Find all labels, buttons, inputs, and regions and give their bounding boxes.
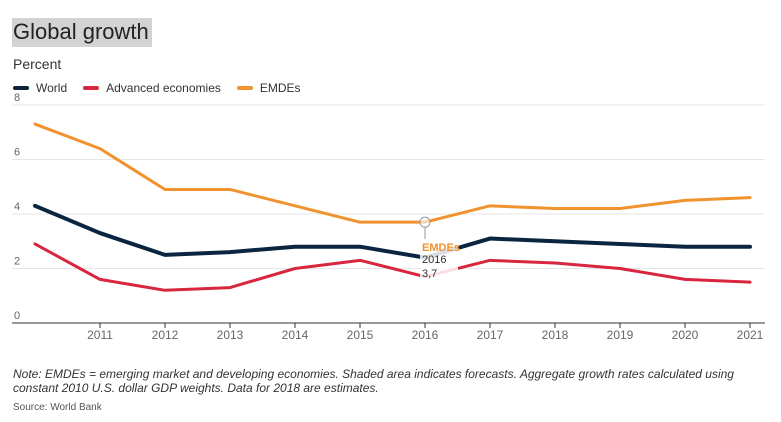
- y-tick-label: 0: [14, 310, 20, 322]
- y-tick-label: 8: [14, 92, 20, 104]
- x-tick-label: 2011: [87, 328, 113, 342]
- x-tick-label: 2013: [217, 328, 244, 342]
- legend-item-world[interactable]: World: [13, 81, 67, 95]
- legend-label-advanced: Advanced economies: [106, 81, 221, 95]
- x-tick-label: 2019: [607, 328, 634, 342]
- x-tick-label: 2012: [152, 328, 179, 342]
- tooltip-marker: [419, 216, 431, 228]
- y-tick-label: 2: [14, 256, 20, 268]
- y-tick-label: 4: [14, 201, 20, 213]
- x-tick-label: 2015: [347, 328, 374, 342]
- legend-swatch-emdes: [236, 86, 253, 90]
- x-tick-label: 2021: [737, 328, 764, 342]
- tooltip-box: [420, 239, 458, 282]
- series-line-advanced: [33, 242, 752, 292]
- legend-label-world: World: [36, 81, 68, 95]
- chart-note: Note: EMDEs = emerging market and develo…: [13, 367, 734, 395]
- chart-title: Global growth: [12, 18, 152, 47]
- x-tick-label: 2020: [672, 328, 699, 342]
- x-tick-label: 2018: [542, 328, 569, 342]
- chart-subtitle: Percent: [13, 56, 62, 72]
- legend-swatch-advanced: [83, 86, 100, 90]
- chart-source: Source: World Bank: [13, 402, 102, 413]
- y-tick-label: 6: [14, 147, 20, 159]
- line-chart: 0 2 4 6 8 2011 2012 2013 2014 2015 2016 2017 2018 201…: [12, 92, 765, 342]
- legend-swatch-world: [13, 86, 29, 90]
- legend: World Advanced economies EMDEs: [13, 81, 317, 95]
- x-tick-label: 2016: [412, 328, 439, 342]
- tooltip-value-label: 3,7: [422, 268, 437, 280]
- x-tick-label: 2017: [477, 328, 504, 342]
- x-tick-label: 2014: [282, 328, 309, 342]
- legend-item-emdes[interactable]: EMDEs: [236, 81, 301, 95]
- series-line-world: [33, 203, 752, 260]
- legend-item-advanced[interactable]: Advanced economies: [83, 81, 221, 95]
- series-line-emdes: [33, 122, 752, 224]
- tooltip-year-label: 2016: [422, 254, 446, 266]
- tooltip-series-label: EMDEs: [422, 242, 460, 254]
- legend-label-emdes: EMDEs: [259, 81, 301, 95]
